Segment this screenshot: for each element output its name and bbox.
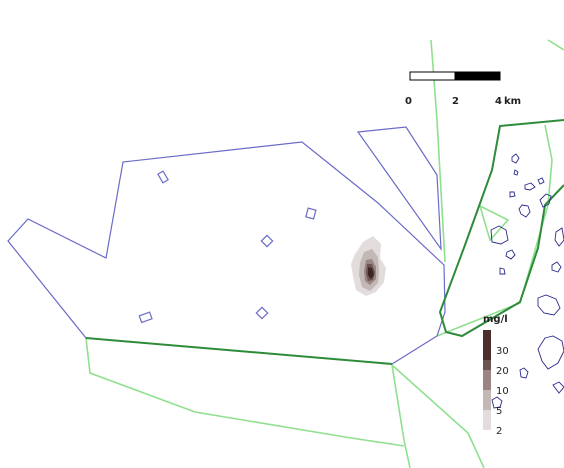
lake-14 <box>491 396 503 409</box>
scale-bar-black-segment <box>454 71 501 81</box>
lake-1 <box>511 153 520 164</box>
water-bodies <box>490 153 564 409</box>
lake-11 <box>537 294 561 316</box>
boundary-diagonal <box>391 364 411 468</box>
lake-15 <box>552 381 564 394</box>
concentration-legend: mg/l 30 20 10 5 2 <box>483 314 509 437</box>
legend-swatch-20 <box>483 360 491 370</box>
lake-16 <box>537 177 545 185</box>
dark-green-boundary <box>85 119 564 365</box>
scale-unit: km <box>504 96 521 107</box>
dark-green-bottom <box>85 337 393 365</box>
light-green-boundaries <box>85 39 564 468</box>
narrow-region-outline <box>356 126 442 252</box>
scale-bar: 0 2 4 km <box>405 71 521 107</box>
parcel-1 <box>157 170 169 184</box>
lake-4 <box>518 204 531 218</box>
parcel-3 <box>260 234 274 248</box>
plume-class-30 <box>368 267 374 279</box>
parcel-2 <box>305 207 317 220</box>
scale-tick-2: 2 <box>452 96 459 107</box>
scale-bar-white-segment <box>409 71 456 81</box>
legend-title: mg/l <box>483 314 508 325</box>
parcel-5 <box>255 306 269 320</box>
lake-8 <box>505 249 516 260</box>
legend-swatch-10 <box>483 370 491 390</box>
parcel-4 <box>138 311 153 324</box>
legend-swatch-2 <box>483 410 491 430</box>
legend-swatch-30 <box>483 330 491 360</box>
lake-10 <box>499 267 506 275</box>
legend-label-30: 30 <box>496 346 509 357</box>
boundary-lower-left <box>85 337 405 447</box>
dark-green-outline <box>438 119 564 338</box>
lake-5 <box>539 193 552 208</box>
boundary-lower-right <box>391 364 485 468</box>
scale-tick-4: 4 <box>495 96 502 107</box>
lake-6 <box>490 225 509 245</box>
scale-tick-0: 0 <box>405 96 412 107</box>
lake-3 <box>509 191 516 198</box>
legend-swatch-5 <box>483 390 491 410</box>
boundary-north-line <box>430 39 446 263</box>
lake-9 <box>551 261 562 273</box>
lake-2 <box>524 182 536 191</box>
contamination-plume <box>351 236 386 296</box>
lake-12 <box>537 335 564 370</box>
boundary-triangle <box>479 205 510 242</box>
legend-label-2: 2 <box>496 426 502 437</box>
lake-17 <box>513 169 519 176</box>
boundary-top-right <box>547 39 564 51</box>
legend-label-20: 20 <box>496 366 509 377</box>
legend-label-10: 10 <box>496 386 509 397</box>
legend-label-5: 5 <box>496 406 502 417</box>
lake-7 <box>554 227 564 247</box>
lake-13 <box>519 367 529 379</box>
